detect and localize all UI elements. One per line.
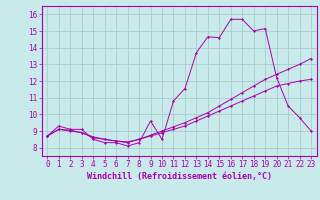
X-axis label: Windchill (Refroidissement éolien,°C): Windchill (Refroidissement éolien,°C) <box>87 172 272 181</box>
